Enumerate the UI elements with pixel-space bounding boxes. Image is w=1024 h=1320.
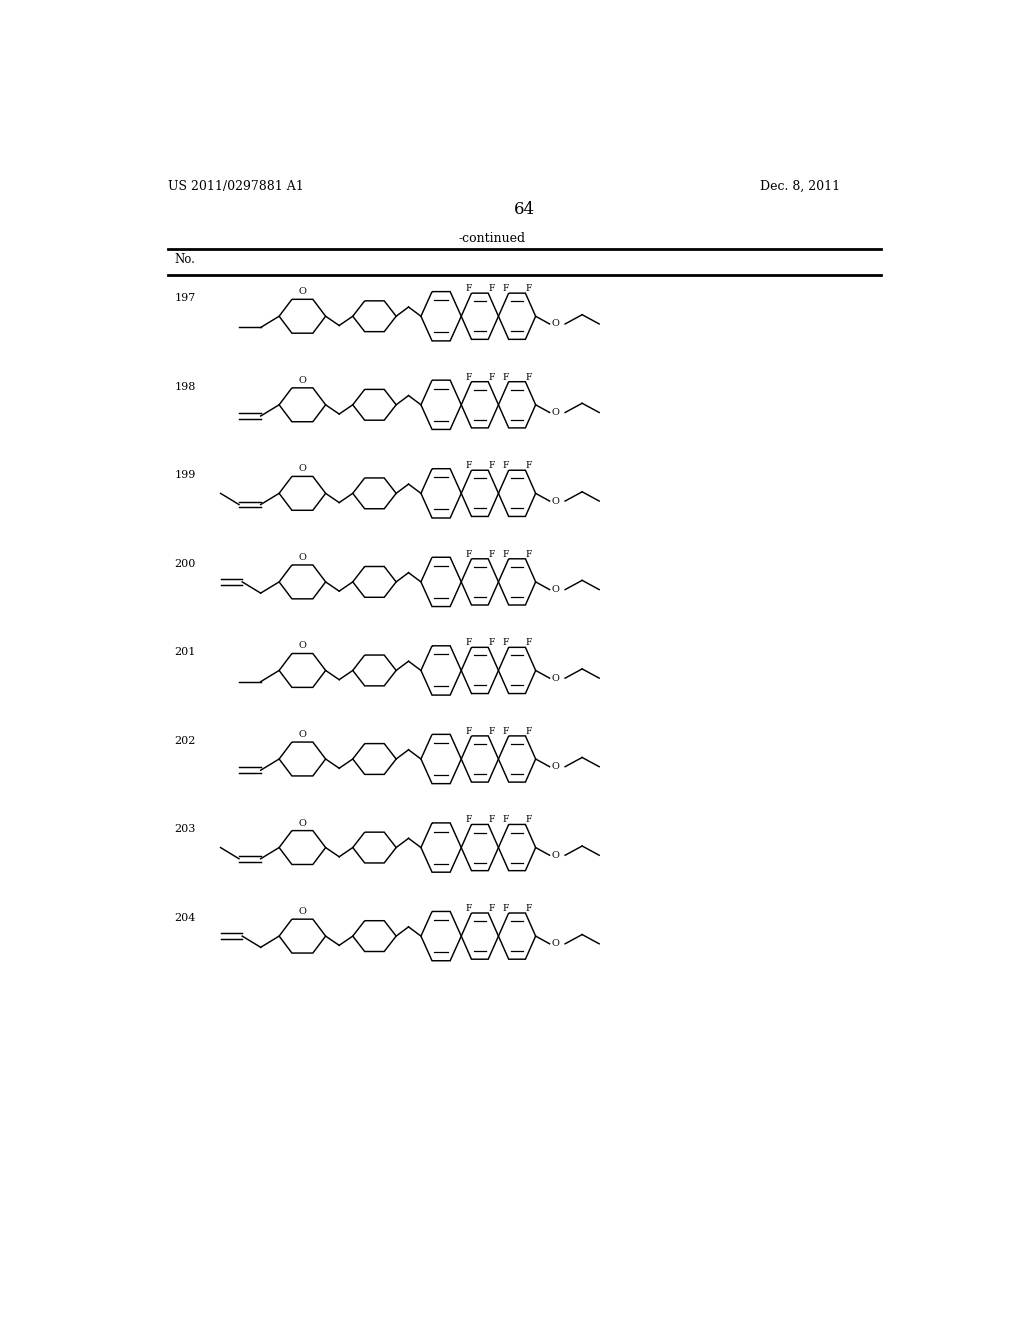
- Text: O: O: [298, 288, 306, 296]
- Text: O: O: [552, 762, 560, 771]
- Text: O: O: [298, 553, 306, 562]
- Text: O: O: [552, 673, 560, 682]
- Text: F: F: [503, 549, 509, 558]
- Text: F: F: [525, 461, 531, 470]
- Text: O: O: [552, 496, 560, 506]
- Text: 64: 64: [514, 201, 536, 218]
- Text: F: F: [503, 372, 509, 381]
- Text: O: O: [298, 376, 306, 385]
- Text: F: F: [503, 816, 509, 824]
- Text: US 2011/0297881 A1: US 2011/0297881 A1: [168, 180, 304, 193]
- Text: F: F: [525, 549, 531, 558]
- Text: F: F: [525, 372, 531, 381]
- Text: F: F: [503, 639, 509, 647]
- Text: F: F: [488, 816, 495, 824]
- Text: F: F: [503, 727, 509, 735]
- Text: F: F: [503, 284, 509, 293]
- Text: O: O: [552, 940, 560, 948]
- Text: F: F: [465, 461, 472, 470]
- Text: O: O: [552, 585, 560, 594]
- Text: F: F: [503, 461, 509, 470]
- Text: O: O: [298, 642, 306, 651]
- Text: No.: No.: [174, 253, 196, 267]
- Text: 200: 200: [174, 558, 196, 569]
- Text: F: F: [488, 284, 495, 293]
- Text: 197: 197: [174, 293, 196, 304]
- Text: F: F: [465, 727, 472, 735]
- Text: O: O: [298, 465, 306, 474]
- Text: 204: 204: [174, 913, 196, 923]
- Text: F: F: [488, 727, 495, 735]
- Text: O: O: [552, 319, 560, 329]
- Text: O: O: [552, 851, 560, 859]
- Text: 202: 202: [174, 737, 196, 746]
- Text: 198: 198: [174, 381, 196, 392]
- Text: F: F: [488, 639, 495, 647]
- Text: F: F: [488, 904, 495, 913]
- Text: Dec. 8, 2011: Dec. 8, 2011: [760, 180, 840, 193]
- Text: F: F: [503, 904, 509, 913]
- Text: -continued: -continued: [459, 231, 525, 244]
- Text: F: F: [465, 549, 472, 558]
- Text: 203: 203: [174, 825, 196, 834]
- Text: F: F: [525, 284, 531, 293]
- Text: F: F: [488, 549, 495, 558]
- Text: 201: 201: [174, 647, 196, 657]
- Text: F: F: [465, 816, 472, 824]
- Text: F: F: [525, 816, 531, 824]
- Text: F: F: [525, 904, 531, 913]
- Text: F: F: [465, 639, 472, 647]
- Text: F: F: [465, 904, 472, 913]
- Text: O: O: [298, 818, 306, 828]
- Text: O: O: [552, 408, 560, 417]
- Text: F: F: [465, 372, 472, 381]
- Text: 199: 199: [174, 470, 196, 480]
- Text: O: O: [298, 730, 306, 739]
- Text: F: F: [488, 461, 495, 470]
- Text: O: O: [298, 907, 306, 916]
- Text: F: F: [488, 372, 495, 381]
- Text: F: F: [525, 727, 531, 735]
- Text: F: F: [525, 639, 531, 647]
- Text: F: F: [465, 284, 472, 293]
